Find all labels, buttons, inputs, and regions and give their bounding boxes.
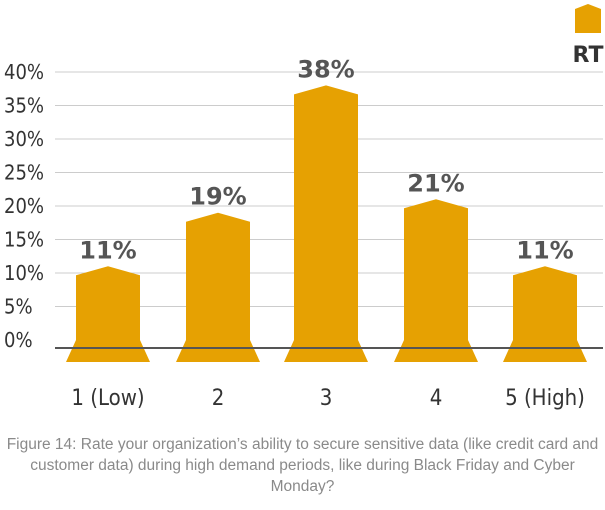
bar bbox=[66, 266, 150, 362]
y-tick-label: 10% bbox=[4, 261, 44, 285]
bar bbox=[176, 212, 260, 362]
y-tick-label: 40% bbox=[4, 60, 44, 84]
y-tick-label: 25% bbox=[4, 161, 44, 185]
bar bbox=[394, 199, 478, 362]
y-tick-label: 35% bbox=[4, 94, 44, 118]
x-tick-label: 4 bbox=[430, 386, 443, 411]
data-label: 21% bbox=[407, 169, 464, 197]
y-tick-label: 30% bbox=[4, 127, 44, 151]
data-label: 11% bbox=[516, 236, 573, 264]
data-label: 11% bbox=[79, 236, 136, 264]
x-tick-label: 2 bbox=[212, 386, 225, 411]
bar bbox=[503, 266, 587, 362]
legend-label: RT bbox=[573, 43, 604, 68]
x-tick-label: 5 (High) bbox=[505, 386, 585, 411]
data-label: 19% bbox=[189, 183, 246, 211]
data-label: 38% bbox=[297, 55, 354, 83]
bar-chart: 0% 5% 10% 15% 20% 25% 30% 35% 40% 11% 1 (Low) 19% 2 3… bbox=[4, 4, 604, 411]
y-tick-label: 0% bbox=[4, 328, 33, 352]
y-tick-label: 20% bbox=[4, 194, 44, 218]
x-tick-label: 3 bbox=[320, 386, 333, 411]
y-tick-label: 5% bbox=[4, 295, 33, 319]
figure-caption: Figure 14: Rate your organization’s abil… bbox=[6, 436, 599, 495]
legend-swatch bbox=[575, 4, 601, 33]
y-tick-label: 15% bbox=[4, 228, 44, 252]
x-tick-label: 1 (Low) bbox=[71, 386, 144, 411]
bar bbox=[284, 85, 368, 363]
